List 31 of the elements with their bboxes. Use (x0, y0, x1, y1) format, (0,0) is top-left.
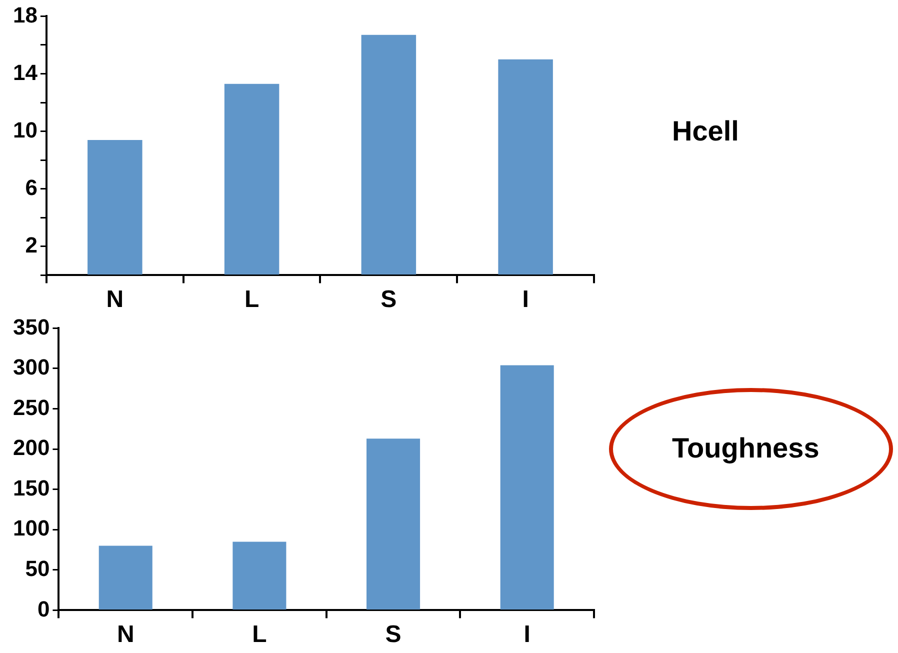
y-tick-label: 50 (25, 556, 50, 581)
x-tick-label: L (252, 621, 267, 648)
bar (88, 140, 142, 274)
y-tick-label: 6 (25, 174, 38, 200)
x-tick-label: I (524, 621, 530, 648)
y-tick-label: 200 (12, 435, 50, 460)
y-tick-label: 0 (37, 596, 50, 622)
y-tick-label: 250 (12, 394, 50, 420)
y-tick-label: 150 (12, 475, 50, 500)
y-tick-label: 350 (12, 314, 50, 340)
bar (498, 59, 553, 274)
bar (232, 542, 286, 610)
y-tick-label: 10 (12, 117, 38, 142)
x-tick-label: S (380, 286, 397, 314)
y-tick-label: 18 (12, 2, 38, 28)
bar (224, 84, 280, 274)
bar (98, 546, 152, 610)
y-tick-label: 300 (12, 354, 50, 380)
bar (366, 438, 420, 610)
y-axis-title: Toughness (672, 432, 820, 464)
x-tick-label: L (244, 286, 260, 314)
y-tick-label: 100 (12, 516, 50, 541)
y-axis-title: Hcell (672, 116, 739, 147)
x-tick-label: N (106, 286, 124, 314)
y-tick-label: 14 (12, 60, 38, 85)
bar (500, 365, 554, 610)
bar (361, 34, 416, 274)
y-tick-label: 2 (25, 232, 38, 258)
x-tick-label: I (522, 286, 529, 314)
x-tick-label: N (116, 621, 134, 648)
x-tick-label: S (385, 621, 402, 648)
